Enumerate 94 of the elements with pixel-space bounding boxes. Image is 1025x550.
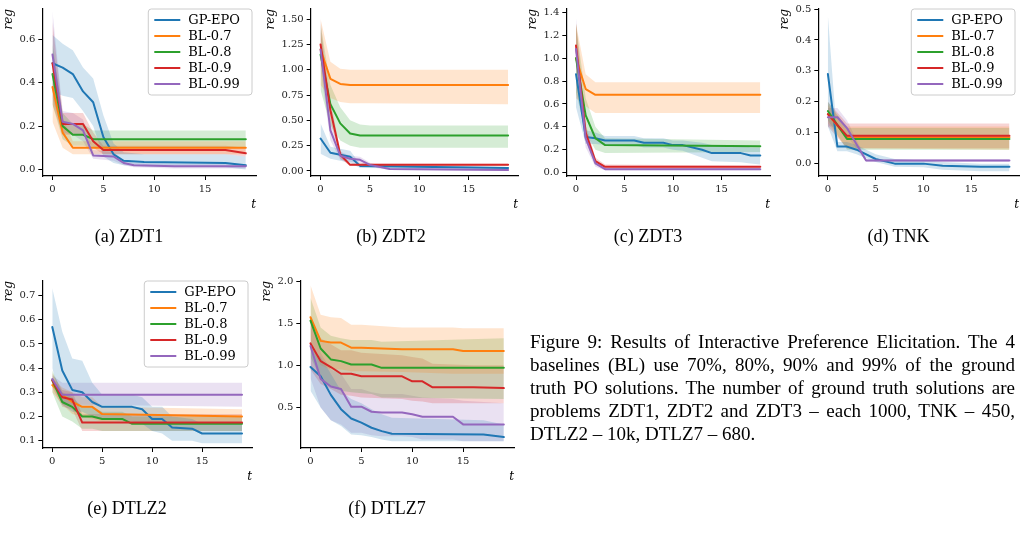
y-tick-label: 0.3 (795, 64, 812, 76)
x-tick-label: 0 (49, 454, 56, 466)
legend-label: BL-0.8 (951, 44, 995, 60)
y-tick-label: 0.8 (543, 74, 560, 86)
legend-label: BL-0.7 (951, 28, 995, 44)
y-tick-label: 0.6 (19, 32, 36, 44)
y-tick-label: 0.00 (281, 164, 304, 176)
x-tick-label: 10 (412, 182, 426, 194)
x-tick-label: 5 (621, 182, 628, 194)
y-axis-title: reg (1, 8, 16, 30)
y-tick-label: 1.4 (543, 6, 560, 18)
x-tick-label: 0 (307, 454, 314, 466)
y-tick-label: 0.2 (19, 410, 36, 422)
x-tick-label: 0 (824, 182, 832, 194)
y-tick-label: 1.2 (543, 28, 560, 40)
y-axis-title: reg (525, 8, 540, 30)
y-tick-label: 0.7 (19, 289, 36, 301)
x-tick-label: 5 (366, 182, 374, 194)
y-tick-label: 0.0 (795, 157, 812, 169)
x-tick-label: 0 (49, 182, 56, 194)
legend-label: BL-0.9 (951, 60, 995, 76)
legend-label: BL-0.9 (184, 332, 228, 348)
y-tick-label: 0.1 (795, 126, 812, 138)
y-tick-label: 0.2 (795, 95, 812, 107)
y-tick-label: 0.5 (19, 337, 36, 349)
x-tick-label: 15 (462, 182, 475, 194)
x-tick-label: 10 (405, 454, 419, 466)
text: (f) DTLZ7 (348, 497, 426, 519)
x-tick-label: 5 (358, 454, 365, 466)
text: (a) ZDT1 (94, 225, 164, 247)
x-axis-title: t (251, 197, 257, 212)
x-tick-label: 10 (917, 182, 930, 194)
y-tick-label: 0.25 (281, 139, 304, 151)
x-axis-title: t (509, 469, 515, 484)
y-axis-title: reg (263, 8, 278, 30)
legend-label: GP-EPO (184, 284, 237, 300)
y-tick-label: 0.75 (281, 88, 304, 100)
x-tick-label: 10 (147, 182, 161, 194)
legend-label: GP-EPO (951, 12, 1004, 28)
y-tick-label: 1.50 (281, 12, 304, 24)
y-tick-label: 0.4 (795, 33, 812, 45)
legend-label: GP-EPO (188, 12, 241, 28)
y-axis-title: reg (1, 280, 16, 302)
x-tick-label: 0 (317, 182, 324, 194)
y-tick-label: 2.0 (277, 274, 294, 286)
y-tick-label: 0.50 (281, 113, 304, 125)
y-tick-label: 1.25 (281, 38, 304, 50)
text: (d) TNK (867, 225, 930, 247)
x-tick-label: 10 (145, 454, 159, 466)
y-axis-title: reg (777, 8, 792, 30)
x-tick-label: 15 (198, 182, 212, 194)
x-axis-title: t (513, 197, 519, 212)
x-tick-label: 5 (100, 182, 107, 194)
y-axis-title: reg (259, 280, 274, 302)
legend-label: BL-0.8 (184, 316, 228, 332)
legend-label: BL-0.99 (951, 76, 1003, 92)
y-tick-label: 0.4 (19, 361, 36, 373)
x-axis-title: t (765, 197, 771, 212)
legend-label: BL-0.99 (188, 76, 240, 92)
y-tick-label: 1.00 (281, 63, 304, 75)
y-tick-label: 1.0 (277, 358, 294, 370)
x-tick-label: 15 (456, 454, 470, 466)
text: (c) ZDT3 (613, 225, 683, 247)
y-tick-label: 0.1 (19, 434, 36, 446)
legend-label: BL-0.8 (188, 44, 232, 60)
x-tick-label: 10 (666, 182, 680, 194)
y-tick-label: 0.6 (543, 97, 560, 109)
text: (b) ZDT2 (356, 225, 426, 247)
y-tick-label: 0.5 (277, 401, 294, 413)
y-tick-label: 0.0 (19, 163, 36, 175)
x-axis-title: t (247, 469, 253, 484)
x-tick-label: 0 (572, 182, 580, 194)
legend-label: BL-0.7 (184, 300, 228, 316)
y-tick-label: 0.0 (543, 166, 560, 178)
text: (e) DTLZ2 (87, 497, 167, 519)
y-tick-label: 0.5 (795, 2, 812, 14)
caption: Figure 9: Results of Interactive Preference Elicitation. The 4 baselines (BL) use 70%, 80%, 90% and 99% of the ground truth PO solutions. The number of ground truth solutions are problems ZDT1, ZDT2 and ZDT3 – each 1000, TNK – 450, DTLZ2 – 10k, DTLZ7 – 680. (530, 330, 1015, 445)
legend-label: BL-0.7 (188, 28, 232, 44)
x-tick-label: 5 (872, 182, 879, 194)
y-tick-label: 1.0 (543, 51, 560, 63)
y-tick-label: 0.3 (19, 385, 36, 397)
legend-label: BL-0.99 (184, 348, 236, 364)
x-tick-label: 15 (964, 182, 978, 194)
x-tick-label: 15 (195, 454, 209, 466)
x-axis-title: t (1014, 197, 1020, 212)
x-tick-label: 15 (715, 182, 728, 194)
y-tick-label: 0.4 (543, 120, 560, 132)
y-tick-label: 0.6 (19, 313, 36, 325)
legend-label: BL-0.9 (188, 60, 232, 76)
x-tick-label: 5 (99, 454, 106, 466)
y-tick-label: 0.2 (543, 143, 560, 155)
y-tick-label: 0.2 (19, 119, 36, 131)
y-tick-label: 1.5 (277, 316, 294, 328)
y-tick-label: 0.4 (19, 76, 36, 88)
